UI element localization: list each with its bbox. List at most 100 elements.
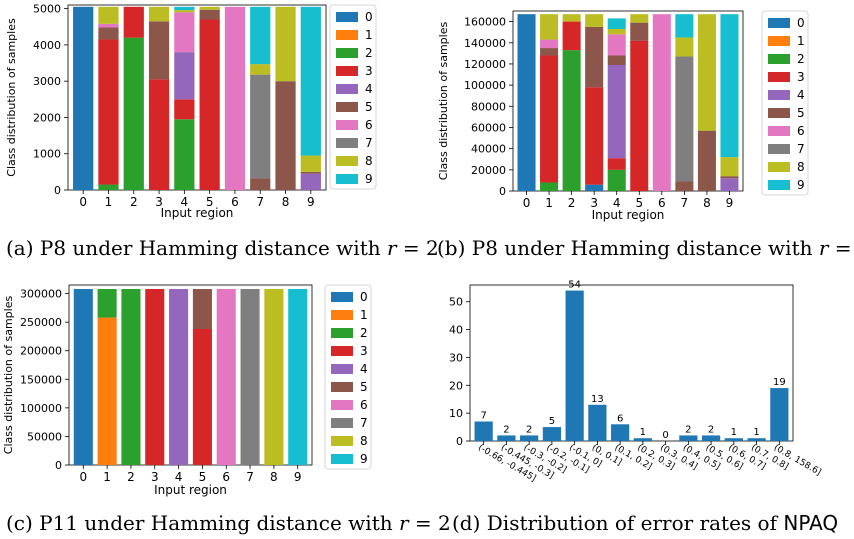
- bar-segment-class-9: [250, 6, 271, 65]
- legend-swatch-6: [768, 126, 790, 136]
- bar: [520, 435, 539, 441]
- legend-swatch-6: [336, 120, 358, 130]
- legend-label-2: 2: [797, 52, 805, 66]
- legend-swatch-8: [331, 436, 353, 446]
- bar-segment-class-0: [73, 289, 93, 465]
- legend-label-9: 9: [360, 452, 368, 466]
- legend-swatch-9: [768, 180, 790, 190]
- bar-segment-class-8: [562, 14, 581, 22]
- x-tick-label: 0: [523, 196, 531, 210]
- legend-label-4: 4: [360, 362, 368, 376]
- legend-swatch-4: [768, 90, 790, 100]
- bar-segment-class-9: [675, 14, 694, 38]
- legend: 0 1 2 3 4 5 6 7 8 9: [761, 10, 809, 196]
- x-tick-label: 2: [130, 195, 138, 209]
- data-label: 2: [526, 424, 532, 435]
- bar-segment-class-8: [675, 37, 694, 57]
- bar-segment-class-4: [720, 178, 739, 191]
- bar-segment-class-5: [199, 9, 220, 20]
- y-tick-label: 100000: [20, 402, 62, 415]
- legend-label-2: 2: [360, 326, 368, 340]
- x-tick-label: 0: [79, 470, 87, 484]
- bar-segment-class-3: [630, 40, 649, 191]
- y-tick-label: 80000: [471, 100, 506, 113]
- bar-segment-class-8: [148, 6, 170, 22]
- bar-segment-class-3: [192, 329, 212, 465]
- data-label: 54: [568, 280, 581, 291]
- bar-segment-class-6: [98, 23, 119, 28]
- x-tick-label: 6: [231, 195, 239, 209]
- bar-segment-class-6: [224, 6, 246, 191]
- bar-segment-class-5: [540, 48, 559, 56]
- legend-label-5: 5: [360, 380, 368, 394]
- legend-swatch-1: [336, 30, 358, 40]
- bar-segment-class-6: [216, 289, 236, 465]
- legend-swatch-7: [331, 418, 353, 428]
- legend-label-6: 6: [797, 124, 805, 138]
- legend-label-1: 1: [360, 308, 368, 322]
- bar-segment-class-3: [148, 79, 170, 190]
- y-tick-label: 0: [55, 459, 62, 472]
- y-tick-label: 250000: [20, 316, 62, 329]
- legend-label-8: 8: [365, 154, 373, 168]
- bar-segment-class-4: [174, 52, 195, 100]
- x-tick-label: 9: [307, 195, 315, 209]
- legend-swatch-2: [336, 48, 358, 58]
- legend-label-3: 3: [797, 70, 805, 84]
- x-tick-label: 8: [282, 195, 290, 209]
- data-label: 1: [731, 427, 737, 438]
- caption-a-suffix: = 2: [396, 236, 439, 260]
- x-tick-label: 7: [681, 196, 689, 210]
- bar-segment-class-8: [275, 6, 296, 82]
- x-tick-label: 4: [613, 196, 621, 210]
- bar-segment-class-5: [585, 26, 604, 88]
- bar-segment-class-2: [98, 184, 119, 190]
- bar: [770, 388, 789, 441]
- x-tick-label: 3: [151, 470, 159, 484]
- bar: [588, 404, 607, 441]
- x-tick-label: 2: [127, 470, 135, 484]
- x-tick-label: 5: [206, 195, 214, 209]
- plot-frame: [68, 284, 313, 466]
- x-axis-label: Input region: [154, 483, 227, 497]
- legend-swatch-2: [768, 54, 790, 64]
- bar-segment-class-7: [250, 74, 271, 179]
- legend-label-7: 7: [360, 416, 368, 430]
- y-tick-label: 140000: [464, 37, 506, 50]
- caption-b-var: r: [818, 236, 829, 260]
- bar-segment-class-8: [720, 157, 739, 177]
- legend-label-3: 3: [365, 64, 373, 78]
- y-axis-label: Class distribution of samples: [2, 296, 15, 455]
- bar-segment-class-5: [98, 27, 119, 40]
- bar-segment-class-0: [517, 14, 536, 192]
- chart-a: 0 1000 2000 3000 4000 5000 0 1 2 3 4 5 6 7 8 9 Input reg…: [5, 3, 377, 220]
- data-label: 1: [753, 427, 759, 438]
- plot-frame: [67, 4, 327, 191]
- y-tick-label: 10: [449, 407, 463, 420]
- legend-swatch-9: [336, 174, 358, 184]
- bar-segment-class-9: [300, 6, 321, 156]
- y-axis-label: Class distribution of samples: [437, 22, 450, 181]
- y-tick-label: 4000: [33, 39, 61, 52]
- legend-swatch-2: [331, 328, 353, 338]
- legend-swatch-7: [768, 144, 790, 154]
- legend-swatch-8: [336, 156, 358, 166]
- caption-a-var: r: [386, 236, 397, 260]
- legend-swatch-0: [331, 292, 353, 302]
- bar-segment-class-0: [585, 184, 604, 191]
- legend-swatch-3: [336, 66, 358, 76]
- bar-segment-class-5: [275, 81, 296, 190]
- bar-segment-class-0: [73, 6, 94, 191]
- y-tick-label: 150000: [20, 373, 62, 386]
- x-tick-label: 3: [155, 195, 163, 209]
- legend-label-5: 5: [797, 106, 805, 120]
- bar-segment-class-8: [585, 14, 604, 27]
- legend: 0 1 2 3 4 5 6 7 8 9: [324, 284, 372, 470]
- bar-segment-class-8: [540, 14, 559, 40]
- legend-label-6: 6: [360, 398, 368, 412]
- caption-a: (a) P8 under Hamming distance with r = 2: [6, 236, 439, 260]
- bar-segment-class-6: [607, 34, 626, 56]
- bar-segment-class-2: [97, 289, 117, 318]
- bar: [702, 435, 721, 441]
